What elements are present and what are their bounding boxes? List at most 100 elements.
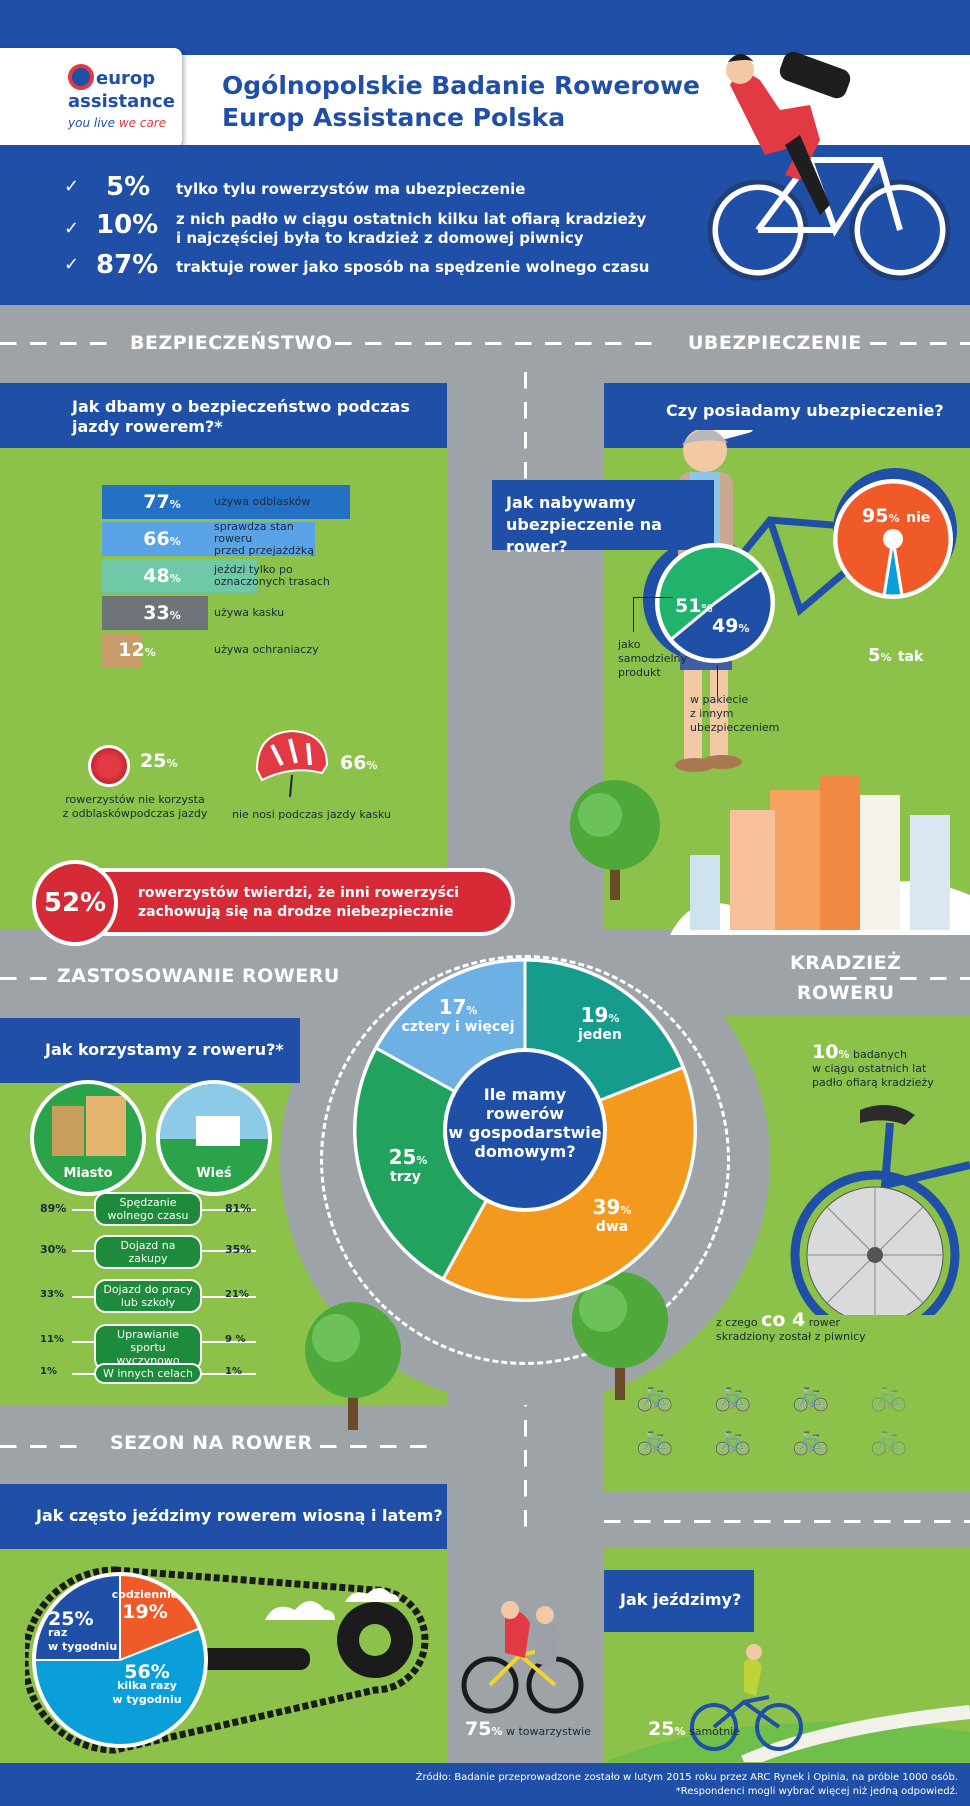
summary-text-2a: z nich padło w ciągu ostatnich kilku lat…	[176, 210, 647, 228]
safety-bar-label: jeździ tylko po oznaczonych trasach	[214, 564, 334, 588]
helmet-text: nie nosi podczas jazdy kasku	[232, 808, 391, 821]
summary-value-1: 5%	[106, 172, 151, 202]
donut-unit: %	[608, 1012, 620, 1025]
bikes-donut-chart	[353, 958, 697, 1302]
season-pie-slice	[119, 1573, 201, 1662]
check-icon: ✓	[64, 254, 80, 275]
theft-stat-unit: %	[838, 1048, 850, 1061]
reflector-unit: %	[166, 757, 178, 770]
cyclist-illustration	[707, 51, 951, 281]
group-cyclists-illustration	[461, 1601, 584, 1714]
road-marking	[0, 977, 50, 980]
insurance-section-title: UBEZPIECZENIE	[688, 332, 862, 354]
theft-stat-line2: w ciągu ostatnich lat	[812, 1062, 927, 1075]
road-marking	[870, 342, 970, 345]
safety-bar-unit: %	[169, 572, 181, 585]
safety-bar-fill	[102, 559, 257, 593]
danger-text-2: zachowują się na drodze niebezpiecznie	[138, 904, 454, 920]
insurance-yes-value: 5% tak	[868, 645, 923, 666]
insurance-no-value: 95% nie	[862, 505, 930, 527]
riding-company-label: w towarzystwie	[502, 1725, 591, 1738]
insurance-yes-no-pie	[833, 479, 953, 599]
grass-safety	[0, 440, 447, 930]
safety-bar-label: sprawdza stan roweru przed przejażdżką	[214, 521, 334, 557]
usage-city-pct: 89%	[40, 1202, 67, 1215]
safety-bar-label-1: jeździ tylko po	[214, 563, 293, 576]
usage-city-pct: 30%	[40, 1243, 67, 1256]
usage-pill-1: Dojazd do pracy	[103, 1283, 193, 1296]
road-marking	[524, 372, 527, 512]
safety-bar-value: 33%	[102, 602, 222, 624]
donut-value: 17	[438, 995, 467, 1019]
reflector-text: rowerzystów nie korzysta z odblaskówpodc…	[55, 793, 215, 821]
riding-company-unit: %	[491, 1725, 503, 1738]
safety-bar-value: 66%	[102, 528, 222, 550]
insurance-how-question: Jak nabywamy ubezpieczenie na rower?	[492, 480, 714, 556]
chain-illustration	[25, 1566, 429, 1754]
theft-stat-num: 10	[812, 1041, 839, 1063]
bike-icon-grid: 🚲 🚲 🚲 🚲 🚲 🚲 🚲 🚲	[636, 1378, 956, 1458]
village-label: Wieś	[196, 1166, 232, 1181]
logo-line2: assistance	[68, 91, 175, 112]
basement-line2: skradziony został z piwnicy	[716, 1330, 866, 1343]
road-marking	[604, 1520, 970, 1523]
safety-question: Jak dbamy o bezpieczeństwo podczas jazdy…	[0, 383, 447, 448]
helmet-value: 66%	[340, 752, 377, 774]
package-unit: %	[738, 622, 750, 635]
solo-cyclist-illustration	[604, 1644, 970, 1762]
bike-icon: 🚲	[636, 1422, 674, 1457]
riding-alone-num: 25	[648, 1718, 675, 1740]
bike-icon: 🚲	[792, 1378, 830, 1413]
insurance-no-label: nie	[906, 510, 931, 526]
safety-bar-label-1: używa kasku	[214, 606, 285, 619]
safety-bar-label-1: używa odblasków	[214, 495, 311, 508]
reflector-text-1: rowerzystów nie korzysta	[65, 793, 205, 806]
helmet-num: 66	[340, 752, 367, 774]
road-marking	[840, 977, 970, 980]
insurance-yes-num: 5	[868, 645, 881, 666]
insurance-how-slice	[668, 567, 774, 662]
road-marking	[0, 342, 110, 345]
usage-city-pct: 11%	[40, 1334, 64, 1345]
safety-bar-num: 48	[143, 565, 170, 587]
standalone-label-3: produkt	[618, 666, 661, 679]
standalone-label-1: jako	[618, 638, 641, 651]
safety-bar-label-1: sprawdza stan roweru	[214, 520, 294, 545]
package-label-1: w pakiecie	[690, 693, 749, 706]
road-marking	[335, 342, 665, 345]
usage-city-pct: 33%	[40, 1289, 64, 1300]
insurance-no-unit: %	[888, 512, 900, 525]
donut-title-4: domowym?	[474, 1142, 576, 1161]
building-icon	[52, 1106, 84, 1156]
tree-icon	[572, 1272, 668, 1400]
logo-tagline-a: you live	[68, 116, 119, 130]
bike-icon-stolen: 🚲	[870, 1422, 908, 1457]
safety-bar-value: 48%	[102, 565, 222, 587]
safety-bar-unit: %	[169, 535, 181, 548]
safety-section-title: BEZPIECZEŃSTWO	[130, 332, 333, 354]
donut-title-1: Ile mamy	[483, 1085, 567, 1104]
summary-text-2b: i najczęściej była to kradzież z domowej…	[176, 229, 584, 247]
insurance-yes-unit: %	[880, 651, 892, 664]
insurance-how-slice	[656, 544, 764, 642]
insurance-how-pie	[655, 543, 775, 663]
callout-line	[633, 597, 634, 632]
summary-text-1: tylko tylu rowerzystów ma ubezpieczenie	[176, 180, 526, 198]
tree-icon	[570, 780, 660, 900]
helmet-unit: %	[366, 759, 378, 772]
riding-company-num: 75	[465, 1718, 492, 1740]
season-several: 56% kilka razy w tygodniu	[92, 1661, 202, 1707]
donut-unit: %	[620, 1204, 632, 1217]
riding-question: Jak jeździmy?	[604, 1570, 754, 1632]
season-several-value: 56%	[124, 1661, 170, 1683]
theft-section-title: KRADZIEŻ ROWERU	[790, 948, 901, 1008]
footer: Źródło: Badanie przeprowadzone zostało w…	[0, 1763, 970, 1806]
basement-a: z czego	[716, 1316, 762, 1329]
basement-c: rower	[805, 1316, 841, 1329]
logo-line1: europ	[96, 68, 156, 89]
usage-pill-1: Spędzanie	[119, 1196, 177, 1209]
safety-bar-fill	[102, 485, 350, 519]
safety-bar-unit: %	[169, 609, 181, 622]
reflector-icon	[88, 745, 130, 787]
usage-village-pct: 9 %	[225, 1334, 246, 1345]
